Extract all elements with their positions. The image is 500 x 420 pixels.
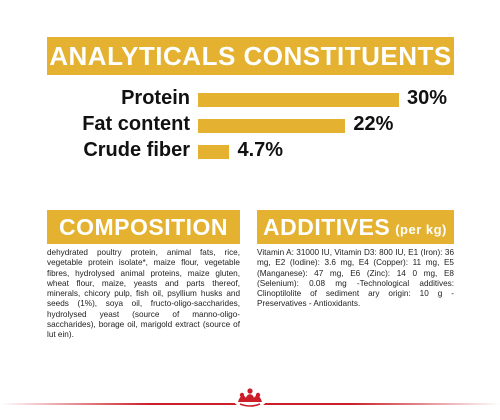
analytics-banner: ANALYTICALS CONSTITUENTS <box>47 37 454 75</box>
royal-canin-crown-icon <box>234 388 266 408</box>
analytics-title: ANALYTICALS CONSTITUENTS <box>49 40 452 71</box>
additives-title: ADDITIVES <box>263 213 391 240</box>
nutrient-label: Fat content <box>82 113 190 135</box>
composition-text: dehydrated poultry protein, animal fats,… <box>47 248 240 340</box>
nutrient-label: Crude fiber <box>83 139 190 161</box>
additives-banner: ADDITIVES (per kg) <box>257 210 454 244</box>
composition-banner: COMPOSITION <box>47 210 240 244</box>
nutrient-bar <box>198 93 399 107</box>
nutrient-value: 4.7% <box>237 139 284 161</box>
nutrient-bar <box>198 119 346 133</box>
additives-text: Vitamin A: 31000 IU, Vitamin D3: 800 IU,… <box>257 248 454 309</box>
nutrient-bar <box>198 145 230 159</box>
composition-title: COMPOSITION <box>58 213 229 240</box>
nutrient-label: Protein <box>121 87 190 109</box>
nutrient-value: 22% <box>353 113 394 135</box>
additives-unit: (per kg) <box>395 221 447 237</box>
nutrient-value: 30% <box>407 87 448 109</box>
